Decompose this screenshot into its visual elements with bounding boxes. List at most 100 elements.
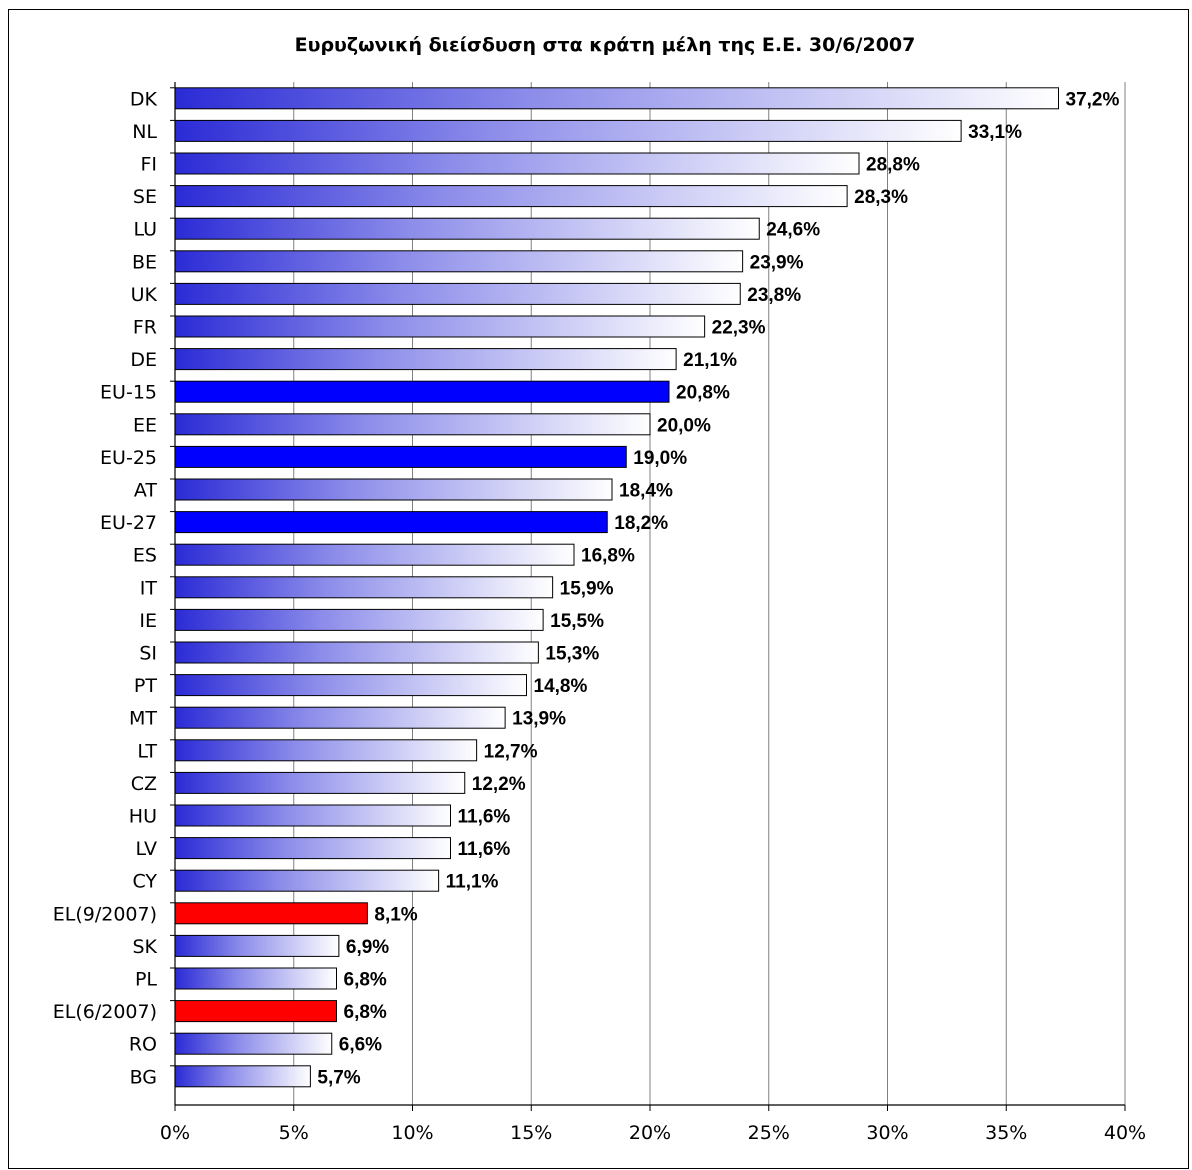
category-label: PL [135,969,157,991]
bar [174,152,860,175]
bar [174,1000,337,1023]
category-label: LV [136,838,158,860]
category-label: LT [137,740,157,762]
category-label: EU-27 [100,512,157,534]
bar [174,771,466,794]
data-label: 13,9% [512,709,566,730]
category-label: SI [139,643,157,665]
bar [174,217,760,240]
bar [174,934,340,957]
x-tick-label: 25% [748,1122,790,1144]
data-label: 11,6% [458,839,511,860]
data-label: 18,4% [619,481,673,502]
category-label: EU-15 [100,382,157,404]
category-label: DK [130,88,158,110]
bar [174,380,670,403]
data-label: 16,8% [581,546,635,567]
data-label: 24,6% [766,220,820,241]
category-label: DE [130,349,157,371]
x-tick-label: 20% [629,1122,671,1144]
data-label: 15,5% [550,611,604,632]
data-label: 6,6% [339,1035,382,1056]
data-label: 6,9% [346,937,389,958]
bar [174,413,651,436]
category-label: BE [132,251,157,273]
x-tick-label: 35% [985,1122,1027,1144]
bar [174,869,440,892]
category-label: NL [132,121,157,143]
bar [174,902,368,925]
data-label: 14,8% [534,676,588,697]
data-label: 33,1% [968,122,1022,143]
x-tick-label: 30% [866,1122,908,1144]
category-label: ES [133,545,157,567]
category-label: RO [129,1034,157,1056]
data-label: 23,8% [747,285,801,306]
bar [174,837,451,860]
x-tick-label: 0% [160,1122,190,1144]
axes: 0% 5% 10% 15% 20% 25% 30% 35% 40% DK NL FI SE LU BE UK F… [53,82,1146,1144]
data-label: 6,8% [344,970,387,991]
category-label: EE [133,414,157,436]
bar [174,543,575,566]
data-label: 15,9% [560,578,614,599]
data-label: 28,3% [854,187,908,208]
category-label: HU [129,806,157,828]
x-tick-label: 15% [510,1122,552,1144]
category-label: AT [134,480,158,502]
bar [174,804,451,827]
category-label: PT [134,675,157,697]
bar [174,608,544,631]
data-label: 6,8% [344,1002,387,1023]
bar [174,674,527,697]
category-label: CZ [131,773,157,795]
category-label: EL(6/2007) [53,1001,157,1023]
data-label: 5,7% [317,1067,360,1088]
category-label: BG [130,1066,157,1088]
bar [174,478,613,501]
bar [174,185,848,208]
data-label: 37,2% [1066,89,1120,110]
bar [174,445,627,468]
data-label: 11,1% [446,872,499,893]
data-label: 21,1% [683,350,737,371]
x-tick-label: 5% [279,1122,309,1144]
data-label: 11,6% [458,807,511,828]
category-label: IE [139,610,157,632]
data-label: 19,0% [633,448,687,469]
category-label: LU [133,219,157,241]
bar [174,282,741,305]
data-label: 12,7% [484,741,538,762]
category-label: UK [131,284,158,306]
bar [174,87,1059,110]
category-label: FI [140,154,157,176]
bar [174,1032,333,1055]
bar [174,315,706,338]
bar [174,1065,311,1088]
data-label: 12,2% [472,774,526,795]
category-label: CY [132,871,157,893]
data-label: 15,3% [545,644,599,665]
bar [174,348,677,371]
bar [174,576,554,599]
bar [174,119,962,142]
data-label: 22,3% [712,318,766,339]
data-label: 23,9% [750,252,804,273]
chart-frame: Ευρυζωνική διείσδυση στα κράτη μέλη της … [8,9,1189,1169]
data-label: 18,2% [614,513,668,534]
bars: 37,2% 33,1% 28,8% 28,3% 24,6% 23,9% 23,8% 22,3%… [174,87,1120,1088]
category-label: SE [133,186,157,208]
category-label: EL(9/2007) [53,903,157,925]
category-label: IT [140,577,158,599]
data-label: 20,0% [657,415,711,436]
bar [174,641,539,664]
bar [174,706,506,729]
bar [174,739,478,762]
chart-title: Ευρυζωνική διείσδυση στα κράτη μέλη της … [295,34,916,56]
category-label: MT [129,708,157,730]
data-label: 20,8% [676,383,730,404]
bar [174,511,608,534]
x-tick-label: 10% [391,1122,433,1144]
category-label: SK [132,936,157,958]
category-label: EU-25 [100,447,157,469]
